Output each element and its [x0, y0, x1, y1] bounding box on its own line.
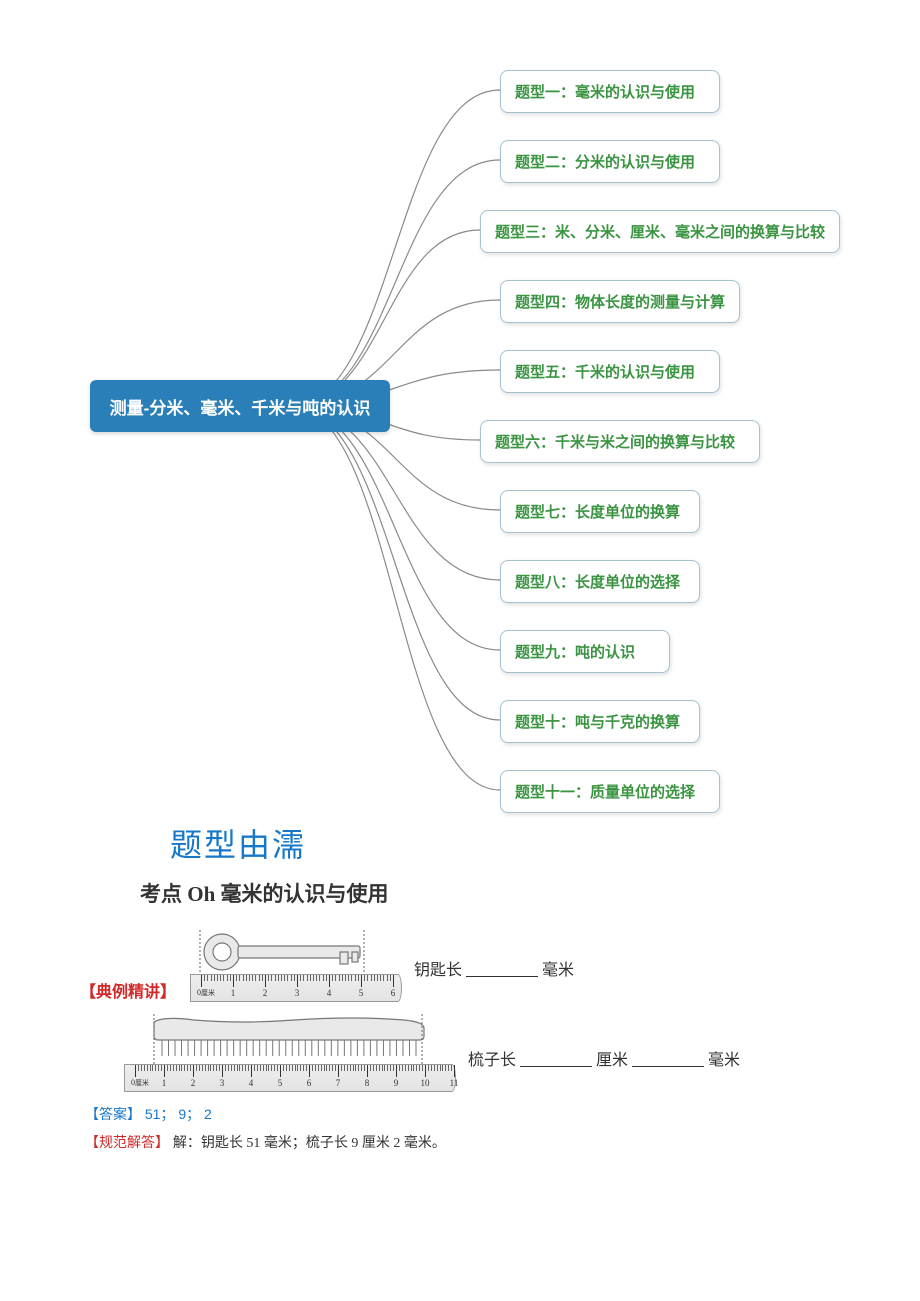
comb-unit-cm: 厘米 [596, 1046, 628, 1070]
solution-line: 【规范解答】 解：钥匙长 51 毫米；梳子长 9 厘米 2 毫米。 [85, 1132, 920, 1152]
figure-row-key: 【典例精讲】 0厘米 123456 钥匙长 毫米 [80, 930, 860, 1002]
topic-node-2: 题型二：分米的认识与使用 [500, 140, 720, 183]
topic-node-label: 题型七：长度单位的换算 [515, 504, 680, 521]
topic-node-label: 题型三：米、分米、厘米、毫米之间的换算与比较 [495, 224, 825, 241]
kaodian-prefix: 考点 Oh [140, 882, 215, 906]
ruler-key: 0厘米 123456 [190, 974, 402, 1002]
section-title: 题型由濡 [170, 820, 920, 866]
comb-unit-mm: 毫米 [708, 1046, 740, 1070]
example-tag: 【典例精讲】 [80, 978, 176, 1002]
answer-line: 【答案】 51； 9； 2 [85, 1104, 920, 1124]
answer-values: 51； 9； 2 [145, 1106, 212, 1122]
comb-label-prefix: 梳子长 [468, 1046, 516, 1070]
blank-key-mm [466, 959, 538, 977]
ruler-comb: 0厘米 1234567891011 [124, 1064, 456, 1092]
topic-node-label: 题型六：千米与米之间的换算与比较 [495, 434, 735, 451]
fill-key: 钥匙长 毫米 [414, 956, 574, 980]
kaodian-heading: 考点 Oh 毫米的认识与使用 [140, 878, 920, 908]
solution-text: 解：钥匙长 51 毫米；梳子长 9 厘米 2 毫米。 [173, 1136, 446, 1151]
key-unit: 毫米 [542, 956, 574, 980]
topic-node-label: 题型九：吨的认识 [515, 644, 635, 661]
topic-node-label: 题型五：千米的认识与使用 [515, 364, 695, 381]
mindmap-center-node: 测量-分米、毫米、千米与吨的认识 [90, 380, 390, 432]
topic-node-3: 题型三：米、分米、厘米、毫米之间的换算与比较 [480, 210, 840, 253]
topic-node-label: 题型二：分米的认识与使用 [515, 154, 695, 171]
topic-node-8: 题型八：长度单位的选择 [500, 560, 700, 603]
topic-node-label: 题型四：物体长度的测量与计算 [515, 294, 725, 311]
topic-node-4: 题型四：物体长度的测量与计算 [500, 280, 740, 323]
topic-node-label: 题型一：毫米的认识与使用 [515, 84, 695, 101]
topic-node-7: 题型七：长度单位的换算 [500, 490, 700, 533]
answer-tag: 【答案】 [85, 1106, 141, 1122]
kaodian-label: 毫米的认识与使用 [221, 882, 389, 906]
topic-node-11: 题型十一：质量单位的选择 [500, 770, 720, 813]
blank-comb-cm [520, 1049, 592, 1067]
solution-tag: 【规范解答】 [85, 1134, 169, 1150]
figure-row-comb: 0厘米 1234567891011 梳子长 厘米 毫米 [110, 1014, 860, 1092]
center-node-label: 测量-分米、毫米、千米与吨的认识 [110, 394, 371, 419]
key-icon [190, 930, 402, 974]
example-block: 【典例精讲】 0厘米 123456 钥匙长 毫米 [80, 930, 860, 1092]
topic-node-1: 题型一：毫米的认识与使用 [500, 70, 720, 113]
topic-node-label: 题型十：吨与千克的换算 [515, 714, 680, 731]
topic-node-9: 题型九：吨的认识 [500, 630, 670, 673]
topic-node-label: 题型十一：质量单位的选择 [515, 784, 695, 801]
blank-comb-mm [632, 1049, 704, 1067]
topic-node-5: 题型五：千米的认识与使用 [500, 350, 720, 393]
figure-key: 0厘米 123456 [190, 930, 402, 1002]
figure-comb: 0厘米 1234567891011 [124, 1014, 456, 1092]
mindmap: 测量-分米、毫米、千米与吨的认识 题型一：毫米的认识与使用题型二：分米的认识与使… [0, 0, 920, 800]
topic-node-10: 题型十：吨与千克的换算 [500, 700, 700, 743]
key-label-prefix: 钥匙长 [414, 956, 462, 980]
topic-node-label: 题型八：长度单位的选择 [515, 574, 680, 591]
topic-node-6: 题型六：千米与米之间的换算与比较 [480, 420, 760, 463]
fill-comb: 梳子长 厘米 毫米 [468, 1046, 740, 1070]
comb-icon [124, 1014, 456, 1064]
